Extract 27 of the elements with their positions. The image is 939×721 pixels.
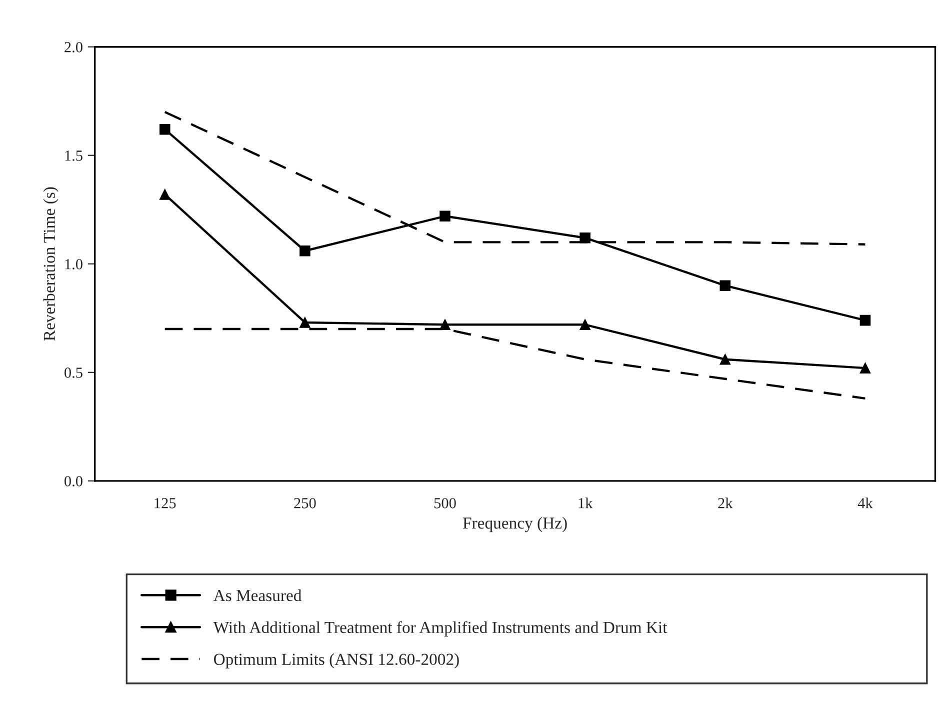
x-axis-title: Frequency (Hz) xyxy=(462,516,567,532)
legend-label: As Measured xyxy=(213,589,302,602)
legend-label: Optimum Limits (ANSI 12.60-2002) xyxy=(214,653,459,668)
x-tick-label: 250 xyxy=(294,498,316,508)
point xyxy=(300,317,310,328)
y-tick-label: 2.0 xyxy=(64,42,82,52)
x-tick-label: 500 xyxy=(434,498,456,508)
y-tick-label: 1.0 xyxy=(65,259,82,270)
x-tick-label: 2k xyxy=(718,498,733,508)
x-tick-label: 1k xyxy=(578,498,593,508)
point xyxy=(720,354,731,365)
y-axis-title: Reverberation Time (s) xyxy=(43,187,58,341)
y-tick-label: 0.0 xyxy=(64,476,82,486)
x-tick-label: 4k xyxy=(858,498,873,508)
point xyxy=(860,314,871,326)
point xyxy=(580,319,590,330)
y-tick-label: 0.5 xyxy=(64,368,82,378)
point xyxy=(300,245,310,256)
x-tick-label: 125 xyxy=(154,498,176,508)
point xyxy=(159,189,170,200)
y-tick-label: 1.5 xyxy=(65,150,82,161)
point xyxy=(159,124,170,135)
point xyxy=(860,362,871,374)
point xyxy=(440,319,450,330)
point xyxy=(720,280,731,291)
point xyxy=(440,210,450,222)
legend-label: With Additional Treatment for Amplified Instruments and Drum Kit xyxy=(213,621,668,636)
